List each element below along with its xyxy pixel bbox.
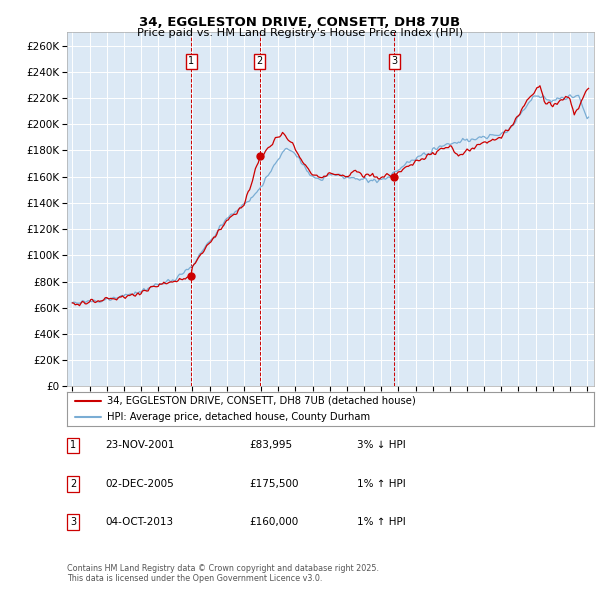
Text: 3: 3	[391, 56, 397, 66]
Text: 1% ↑ HPI: 1% ↑ HPI	[357, 479, 406, 489]
Text: £160,000: £160,000	[249, 517, 298, 527]
Text: 1: 1	[70, 441, 76, 450]
Text: 3: 3	[70, 517, 76, 527]
Text: 02-DEC-2005: 02-DEC-2005	[105, 479, 174, 489]
Text: 3% ↓ HPI: 3% ↓ HPI	[357, 441, 406, 450]
Text: 1: 1	[188, 56, 194, 66]
Text: 1% ↑ HPI: 1% ↑ HPI	[357, 517, 406, 527]
Text: 2: 2	[257, 56, 263, 66]
Text: £175,500: £175,500	[249, 479, 299, 489]
Text: 34, EGGLESTON DRIVE, CONSETT, DH8 7UB: 34, EGGLESTON DRIVE, CONSETT, DH8 7UB	[139, 16, 461, 29]
Text: Price paid vs. HM Land Registry's House Price Index (HPI): Price paid vs. HM Land Registry's House …	[137, 28, 463, 38]
Text: HPI: Average price, detached house, County Durham: HPI: Average price, detached house, Coun…	[107, 412, 370, 422]
Text: 2: 2	[70, 479, 76, 489]
Text: Contains HM Land Registry data © Crown copyright and database right 2025.
This d: Contains HM Land Registry data © Crown c…	[67, 563, 379, 583]
Text: £83,995: £83,995	[249, 441, 292, 450]
Text: 04-OCT-2013: 04-OCT-2013	[105, 517, 173, 527]
Text: 23-NOV-2001: 23-NOV-2001	[105, 441, 175, 450]
Text: 34, EGGLESTON DRIVE, CONSETT, DH8 7UB (detached house): 34, EGGLESTON DRIVE, CONSETT, DH8 7UB (d…	[107, 396, 415, 406]
